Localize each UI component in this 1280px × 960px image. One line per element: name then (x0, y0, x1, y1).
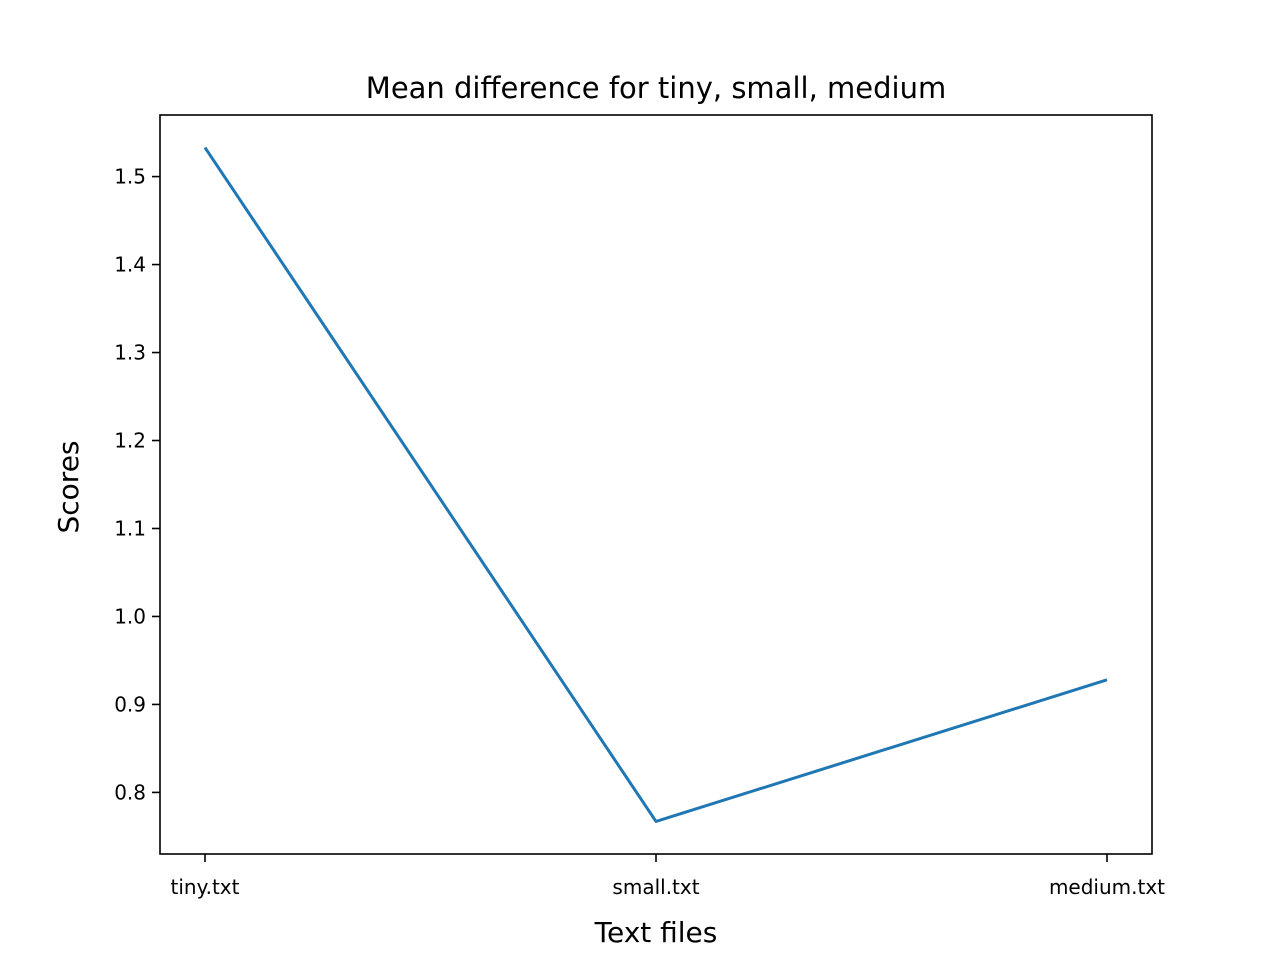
x-tick-label: tiny.txt (171, 875, 240, 899)
y-tick-label: 1.0 (114, 604, 146, 628)
x-axis-label: Text files (594, 916, 718, 949)
y-axis-label: Scores (52, 440, 85, 533)
x-axis-ticks: tiny.txt small.txt medium.txt (171, 854, 1165, 899)
series-line (203, 146, 1108, 823)
y-axis-ticks: 0.8 0.9 1.0 1.1 1.2 1.3 1.4 1.5 (114, 165, 160, 804)
y-tick-label: 1.5 (114, 165, 146, 189)
y-tick-label: 1.4 (114, 253, 146, 277)
y-tick-label: 1.2 (114, 429, 146, 453)
y-tick-label: 0.9 (114, 692, 146, 716)
plot-frame (159, 114, 1153, 855)
series-layer (203, 146, 1108, 823)
x-tick-label: small.txt (612, 875, 699, 899)
y-tick-label: 1.1 (114, 516, 146, 540)
y-tick-label: 1.3 (114, 341, 146, 365)
x-tick-label: medium.txt (1049, 875, 1165, 899)
y-tick-label: 0.8 (114, 780, 146, 804)
chart-title: Mean difference for tiny, small, medium (366, 71, 946, 105)
